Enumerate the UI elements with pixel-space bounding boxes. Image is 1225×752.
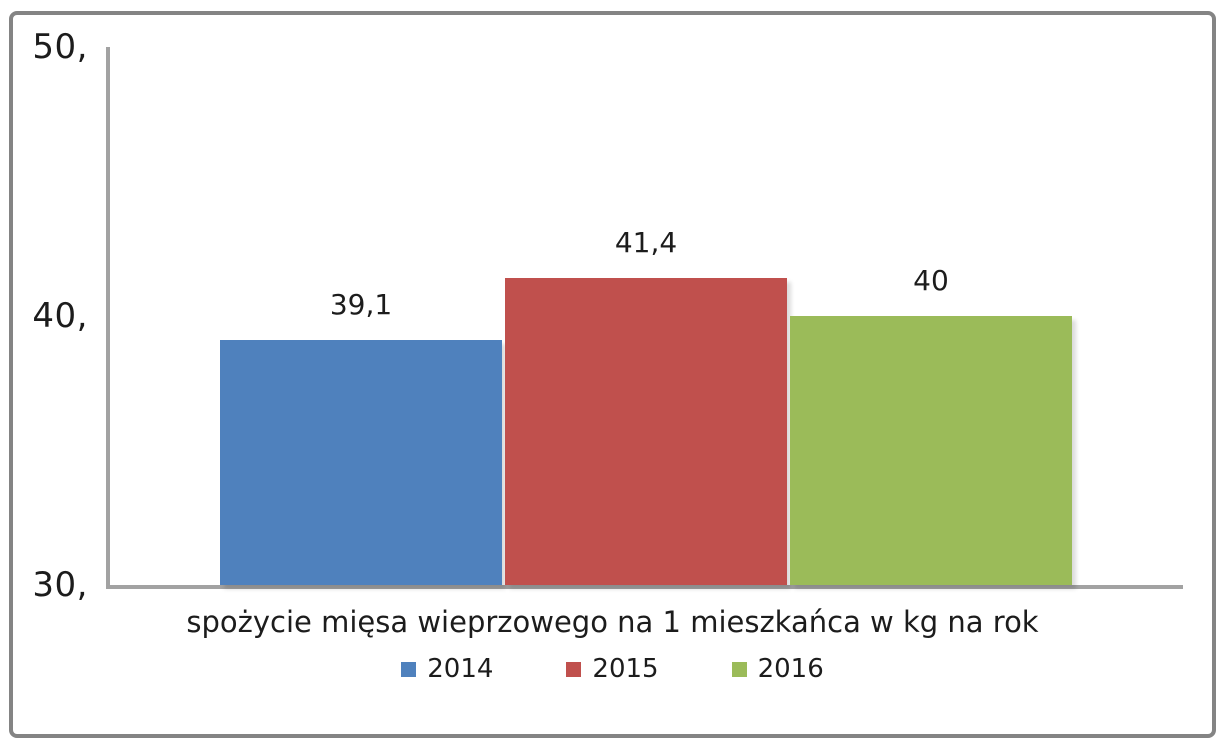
y-tick-label-40: 40, xyxy=(32,296,88,336)
bar-value-label-2015: 41,4 xyxy=(614,226,678,260)
bar-2015 xyxy=(505,278,787,585)
legend-swatch-icon-2014 xyxy=(401,661,417,677)
x-axis-line xyxy=(106,585,1183,589)
y-tick-label-30: 30, xyxy=(32,565,88,605)
bar-2014 xyxy=(220,340,502,585)
legend-swatch-icon-2015 xyxy=(566,661,582,677)
legend-label-2014: 2014 xyxy=(427,654,494,684)
legend-swatch-icon-2016 xyxy=(731,661,747,677)
legend-item-2014: 2014 xyxy=(401,654,493,684)
y-tick-label-50: 50, xyxy=(32,27,88,67)
legend-label-2015: 2015 xyxy=(592,654,659,684)
bar-2016 xyxy=(790,316,1072,585)
legend: 2014 2015 2016 xyxy=(0,651,1225,687)
legend-item-2016: 2016 xyxy=(731,654,824,684)
y-axis-line xyxy=(106,47,110,589)
bar-value-label-2016: 40 xyxy=(913,264,949,297)
x-axis-title: spożycie mięsa wieprzowego na 1 mieszkań… xyxy=(186,605,1039,639)
bar-value-label-2014: 39,1 xyxy=(329,288,393,322)
legend-label-2016: 2016 xyxy=(757,654,824,684)
legend-item-2015: 2015 xyxy=(566,654,659,684)
